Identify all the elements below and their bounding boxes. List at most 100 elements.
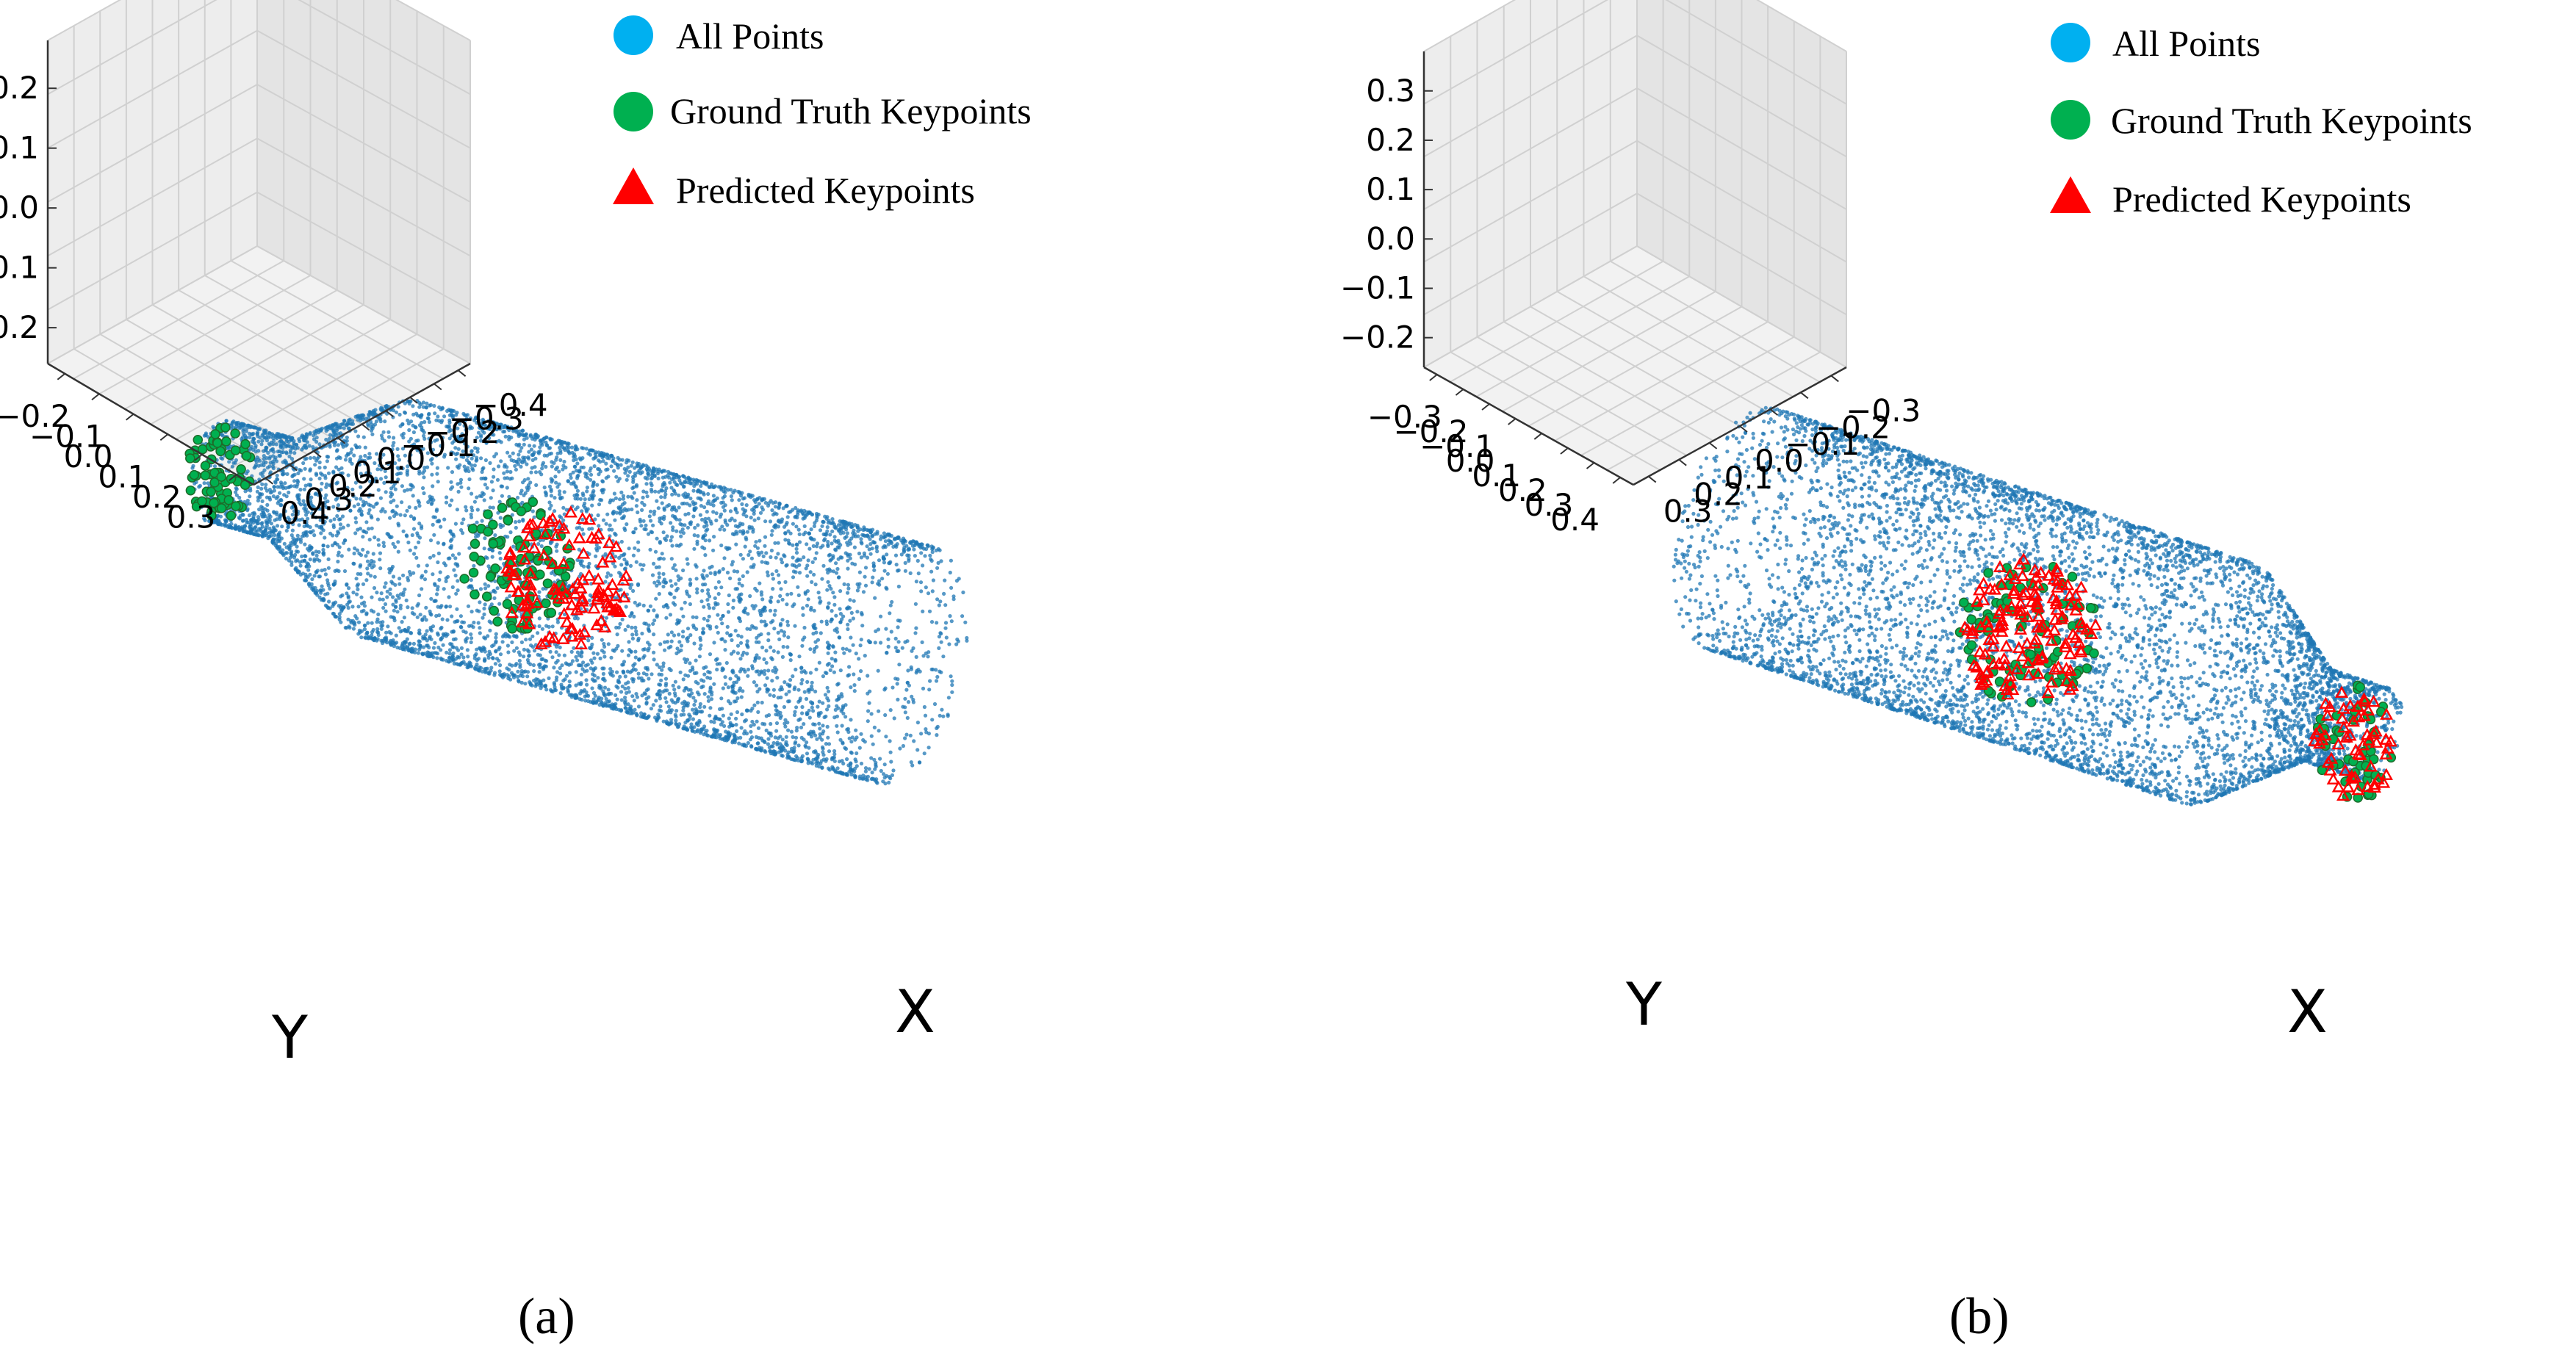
data-point [865, 544, 869, 549]
data-point [846, 729, 851, 735]
data-point [902, 538, 907, 543]
data-point [813, 689, 818, 694]
data-point [832, 535, 837, 539]
data-point [774, 713, 778, 717]
data-point [609, 464, 614, 469]
data-point [352, 551, 356, 556]
data-point [500, 494, 505, 498]
data-point [820, 524, 824, 528]
data-point [913, 602, 918, 606]
data-point [702, 505, 707, 510]
data-point [239, 422, 244, 427]
data-point [948, 614, 952, 618]
data-point [713, 585, 718, 590]
data-point [589, 472, 594, 477]
data-point [661, 605, 666, 609]
data-point [723, 503, 727, 508]
data-point [849, 718, 853, 722]
data-point [849, 635, 853, 640]
data-point [462, 424, 467, 428]
data-point [476, 621, 481, 625]
data-point [658, 642, 663, 646]
data-point [368, 455, 373, 460]
data-point [417, 535, 422, 540]
data-point [323, 572, 328, 577]
data-point [728, 509, 733, 513]
data-point [303, 542, 307, 547]
data-point [374, 502, 378, 506]
data-point [575, 558, 580, 563]
data-point [781, 506, 785, 511]
data-point [712, 641, 716, 645]
data-point [444, 500, 449, 505]
data-point [830, 541, 834, 546]
data-point [364, 636, 368, 641]
data-point [875, 549, 879, 554]
data-point [265, 466, 270, 470]
data-point [857, 677, 861, 682]
data-point [567, 679, 572, 684]
grid-line [47, 0, 471, 41]
data-point [407, 569, 412, 574]
data-point [924, 730, 929, 735]
data-point [785, 503, 789, 508]
data-point [433, 411, 437, 416]
data-point [526, 477, 530, 481]
data-point [381, 430, 386, 434]
data-point [893, 636, 898, 641]
data-point [327, 599, 331, 604]
data-point [439, 625, 444, 630]
data-point [746, 740, 750, 746]
data-point [654, 596, 658, 601]
data-point [391, 602, 395, 607]
data-point [696, 728, 700, 732]
data-point [638, 517, 642, 522]
data-point [321, 547, 325, 552]
data-point [752, 606, 756, 611]
data-point [525, 462, 529, 466]
data-point [612, 649, 616, 653]
data-point [345, 436, 349, 440]
data-point [533, 684, 538, 688]
data-point [499, 459, 503, 464]
data-point [396, 466, 401, 471]
data-point [741, 574, 745, 579]
data-point [755, 719, 759, 724]
data-point [874, 629, 878, 634]
data-point [365, 630, 370, 635]
data-point [874, 780, 879, 785]
data-point [489, 425, 494, 429]
data-point [688, 497, 693, 501]
data-point [367, 527, 371, 531]
data-point [882, 556, 886, 560]
data-point [689, 722, 694, 726]
data-point [397, 412, 402, 417]
data-point [506, 535, 510, 539]
data-point [382, 480, 386, 486]
data-point [325, 499, 330, 504]
data-point [896, 640, 901, 644]
data-point [359, 455, 363, 459]
data-point [826, 571, 830, 575]
data-point [657, 575, 661, 580]
data-point [787, 689, 791, 694]
data-point [391, 574, 396, 579]
data-point [834, 571, 839, 575]
data-point [683, 512, 688, 517]
data-point [218, 522, 223, 527]
data-point [353, 531, 358, 535]
data-point [780, 753, 784, 757]
data-point [303, 483, 308, 488]
data-point [688, 661, 692, 666]
data-point [273, 544, 278, 548]
data-point [517, 658, 522, 663]
data-point [378, 455, 383, 460]
data-point [582, 503, 586, 508]
data-point [478, 587, 483, 591]
data-point [810, 761, 815, 766]
data-point [836, 706, 841, 710]
data-point [459, 646, 464, 651]
data-point [314, 439, 319, 444]
data-point [337, 612, 342, 616]
data-point [657, 565, 661, 569]
